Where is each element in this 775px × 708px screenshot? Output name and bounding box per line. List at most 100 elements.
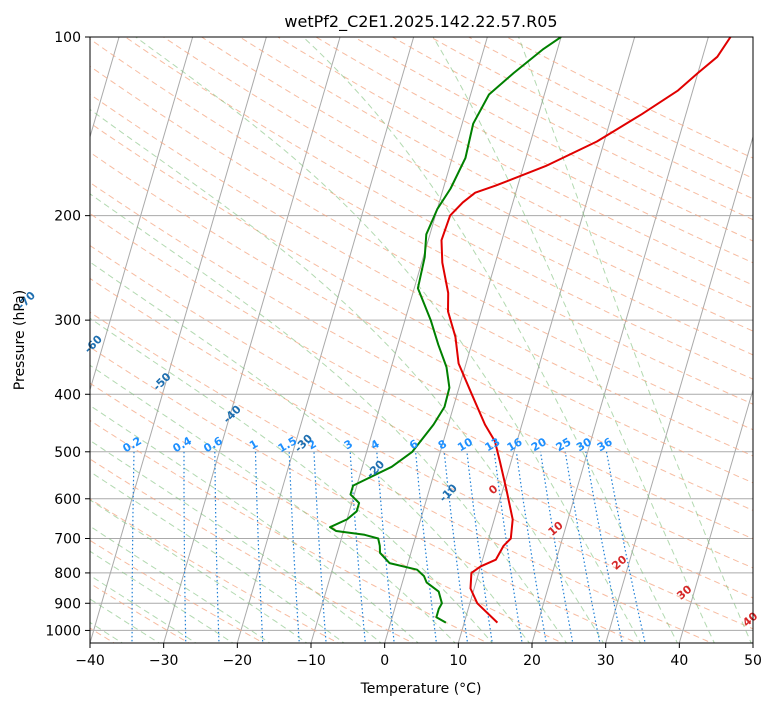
dry-adiabat-line bbox=[90, 244, 753, 599]
y-axis-label: Pressure (hPa) bbox=[12, 290, 28, 390]
dry-adiabat-line bbox=[276, 37, 753, 286]
isotherm-line bbox=[605, 135, 753, 643]
profile-series-line bbox=[440, 37, 732, 624]
y-tick-label: 200 bbox=[54, 209, 81, 225]
y-tick-label: 100 bbox=[54, 30, 81, 46]
isotherm-line bbox=[752, 641, 753, 643]
moist-adiabat-line bbox=[90, 439, 382, 643]
moist-adiabat-line bbox=[90, 364, 456, 643]
y-tick-label: 800 bbox=[54, 566, 81, 582]
mixing-ratio-label: 4 bbox=[368, 437, 381, 452]
isotherm-line bbox=[236, 37, 415, 643]
isotherm-line bbox=[163, 37, 341, 643]
moist-adiabat-line bbox=[518, 37, 752, 643]
x-axis-label: Temperature (°C) bbox=[360, 681, 482, 697]
mixing-ratio-line bbox=[605, 451, 646, 643]
dry-adiabat-line bbox=[90, 277, 753, 630]
mixing-ratio-line bbox=[585, 451, 624, 643]
chart-title: wetPf2_C2E1.2025.142.22.57.R05 bbox=[284, 12, 557, 32]
x-tick-label: 20 bbox=[523, 653, 541, 669]
dry-adiabat-line bbox=[90, 311, 713, 643]
moist-adiabat-line bbox=[134, 37, 642, 643]
y-tick-label: 1000 bbox=[45, 623, 81, 639]
mixing-ratio-line bbox=[313, 451, 327, 643]
mixing-ratio-line bbox=[214, 451, 220, 643]
isotherm-line bbox=[90, 37, 120, 139]
dry-adiabat-line bbox=[391, 37, 753, 221]
dry-adiabat-line bbox=[429, 37, 753, 200]
moist-adiabat-line bbox=[90, 525, 271, 643]
mixing-ratio-line bbox=[131, 451, 135, 643]
dry-adiabat-label: -60 bbox=[82, 332, 105, 355]
x-tick-label: 50 bbox=[744, 653, 762, 669]
mixing-ratio-line bbox=[493, 451, 523, 643]
mixing-ratio-label: 3 bbox=[342, 437, 355, 452]
dry-adiabat-line bbox=[505, 37, 753, 159]
dry-adiabat-line bbox=[90, 382, 564, 643]
mixing-ratio-line bbox=[443, 451, 469, 643]
mixing-ratio-line bbox=[466, 451, 493, 643]
isotherm-line bbox=[310, 37, 488, 643]
isotherm-line bbox=[678, 387, 753, 643]
background-lines bbox=[82, 37, 753, 646]
x-tick-label: −10 bbox=[296, 653, 326, 669]
dry-adiabat-line bbox=[315, 37, 753, 264]
profile-lines bbox=[329, 37, 732, 624]
isotherm-line bbox=[90, 37, 267, 643]
x-tick-label: 30 bbox=[597, 653, 615, 669]
dry-adiabat-line bbox=[90, 539, 265, 643]
dry-adiabat-line bbox=[90, 38, 753, 405]
x-tick-label: −30 bbox=[149, 653, 179, 669]
y-tick-label: 500 bbox=[54, 445, 81, 461]
dry-adiabat-label: -10 bbox=[437, 481, 460, 504]
plot-frame bbox=[89, 36, 754, 644]
mixing-ratio-label: 1 bbox=[247, 437, 260, 452]
moist-adiabat-line bbox=[90, 550, 234, 643]
moist-adiabat-label: 40 bbox=[740, 609, 760, 629]
mixing-ratio-line bbox=[415, 451, 438, 643]
dry-adiabat-label: -20 bbox=[364, 458, 387, 481]
mixing-ratio-line bbox=[254, 451, 264, 643]
moist-adiabat-line bbox=[90, 317, 493, 643]
y-tick-label: 600 bbox=[54, 492, 81, 508]
x-tick-label: 10 bbox=[449, 653, 467, 669]
dry-adiabat-line bbox=[90, 151, 753, 511]
dry-adiabat-line bbox=[90, 582, 190, 643]
moist-adiabat-line bbox=[90, 261, 531, 643]
y-tick-label: 900 bbox=[54, 596, 81, 612]
mixing-ratio-line bbox=[515, 451, 547, 643]
moist-adiabat-line bbox=[302, 37, 678, 643]
mixing-ratio-line bbox=[540, 451, 574, 643]
mixing-ratio-line bbox=[82, 452, 87, 646]
x-axis: −40 −30 −20 −10 0 10 20 30 40 50 bbox=[75, 643, 762, 669]
isotherm-line bbox=[384, 37, 562, 643]
dry-adiabat-line bbox=[90, 122, 753, 484]
x-tick-label: 0 bbox=[380, 653, 389, 669]
dry-adiabat-line bbox=[353, 37, 753, 242]
dry-adiabat-line bbox=[90, 458, 415, 643]
moist-adiabat-line bbox=[432, 37, 715, 643]
x-tick-label: 40 bbox=[670, 653, 688, 669]
isotherm-line bbox=[90, 37, 194, 392]
dry-adiabat-line bbox=[238, 37, 753, 309]
y-tick-label: 400 bbox=[54, 387, 81, 403]
isotherm-line bbox=[531, 37, 709, 643]
y-tick-label: 700 bbox=[54, 532, 81, 548]
moist-adiabat-label: 0 bbox=[486, 482, 500, 497]
dry-adiabat-line bbox=[90, 346, 639, 643]
dry-adiabat-line bbox=[90, 498, 340, 643]
dry-adiabat-line bbox=[162, 37, 753, 356]
mixing-ratio-line bbox=[288, 451, 300, 643]
x-tick-label: −40 bbox=[75, 653, 105, 669]
y-axis: 100 200 300 400 500 600 700 800 900 1000 bbox=[45, 30, 90, 639]
dry-adiabat-line bbox=[467, 37, 753, 179]
dry-adiabat-line bbox=[200, 37, 753, 332]
moist-adiabat-line bbox=[90, 404, 419, 643]
x-tick-label: −20 bbox=[223, 653, 253, 669]
mixing-ratio-line bbox=[564, 451, 601, 643]
moist-adiabat-line bbox=[90, 193, 568, 643]
dry-adiabat-line bbox=[90, 419, 489, 643]
y-tick-label: 300 bbox=[54, 313, 81, 329]
moist-adiabat-line bbox=[90, 499, 308, 643]
